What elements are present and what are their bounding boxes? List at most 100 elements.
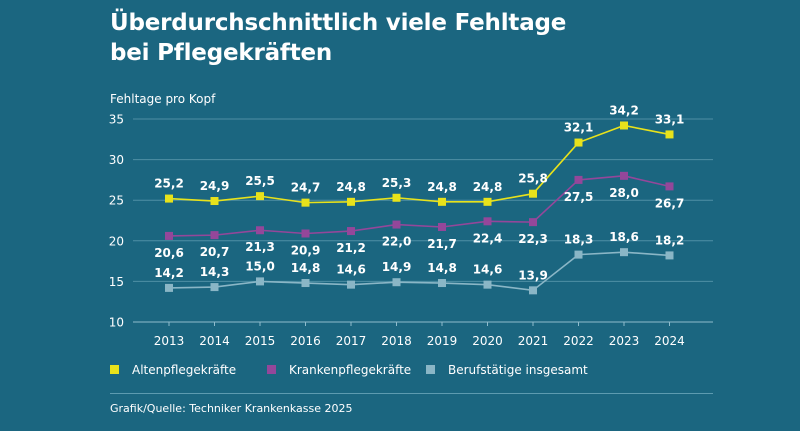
data-point [438, 222, 446, 231]
data-point [347, 197, 355, 206]
legend-swatch [426, 365, 435, 374]
data-point [620, 248, 628, 257]
data-label: 20,9 [291, 243, 321, 257]
data-point [256, 277, 264, 286]
data-label: 18,3 [564, 233, 594, 247]
y-tick-label: 30 [109, 153, 124, 167]
x-tick-label: 2023 [609, 334, 640, 348]
x-tick-label: 2014 [199, 334, 230, 348]
data-point [256, 192, 264, 201]
data-label: 15,0 [245, 259, 275, 273]
data-point [165, 194, 173, 203]
data-label: 20,7 [200, 245, 230, 259]
data-label: 13,9 [518, 268, 548, 282]
data-point [210, 231, 219, 240]
data-point [210, 197, 219, 206]
chart-title-line-2: bei Pflegekräften [110, 40, 333, 66]
data-label: 22,4 [473, 231, 503, 245]
data-point [392, 278, 401, 287]
source-note: Grafik/Quelle: Techniker Krankenkasse 20… [110, 402, 353, 415]
series-line-2 [168, 251, 670, 292]
data-point [483, 280, 492, 289]
data-label: 26,7 [655, 196, 685, 210]
data-label: 25,3 [382, 176, 412, 190]
x-tick-label: 2016 [290, 334, 321, 348]
legend-label: Berufstätige insgesamt [448, 363, 588, 377]
data-label: 22,3 [518, 232, 548, 246]
x-tick-label: 2022 [563, 334, 594, 348]
data-label: 22,0 [382, 235, 412, 249]
data-label: 33,1 [655, 112, 685, 126]
data-label: 34,2 [609, 103, 639, 117]
x-tick-label: 2019 [427, 334, 458, 348]
data-label: 18,6 [609, 230, 639, 244]
data-label: 24,8 [427, 180, 457, 194]
data-label: 20,6 [154, 246, 184, 260]
data-label: 14,6 [473, 263, 503, 277]
legend-swatch [110, 365, 119, 374]
data-point [392, 220, 401, 229]
data-label: 21,3 [245, 240, 275, 254]
data-label: 14,8 [427, 261, 457, 275]
y-tick-label: 10 [109, 316, 124, 330]
data-point [438, 197, 446, 206]
data-point [256, 226, 264, 235]
series-line-0 [168, 124, 670, 204]
data-label: 14,8 [291, 261, 321, 275]
data-label: 24,8 [336, 180, 366, 194]
x-tick-label: 2017 [336, 334, 367, 348]
data-point [483, 197, 492, 206]
legend-label: Krankenpflegekräfte [289, 363, 411, 377]
data-point [665, 251, 674, 260]
data-point [529, 189, 537, 198]
x-tick-label: 2015 [245, 334, 276, 348]
data-point [574, 250, 583, 259]
legend-label: Altenpflegekräfte [132, 363, 236, 377]
data-point [438, 279, 446, 288]
data-label: 14,9 [382, 260, 412, 274]
data-point [620, 121, 628, 130]
legend-swatch [267, 365, 276, 374]
data-label: 18,2 [655, 233, 685, 247]
chart-title: Überdurchschnittlich viele Fehltage bei … [110, 8, 566, 68]
series-line-1 [168, 175, 670, 237]
data-label: 14,2 [154, 266, 184, 280]
data-point [301, 279, 310, 288]
x-tick-label: 2024 [654, 334, 685, 348]
data-label: 14,3 [200, 265, 230, 279]
data-label: 21,2 [336, 241, 366, 255]
data-point [392, 193, 401, 202]
data-point [347, 280, 355, 289]
y-tick-label: 35 [109, 113, 124, 127]
data-point [483, 217, 492, 226]
data-label: 25,5 [245, 174, 275, 188]
data-label: 32,1 [564, 121, 594, 135]
data-point [665, 182, 674, 191]
chart-title-line-1: Überdurchschnittlich viele Fehltage [110, 10, 567, 36]
data-point [347, 227, 355, 236]
data-label: 24,9 [200, 179, 230, 193]
data-point [210, 283, 219, 292]
x-tick-label: 2018 [381, 334, 412, 348]
y-tick-label: 20 [109, 234, 124, 248]
data-point [165, 231, 173, 240]
data-label: 24,8 [473, 180, 503, 194]
data-label: 14,6 [336, 263, 366, 277]
data-label: 28,0 [609, 186, 639, 200]
footer-divider [110, 393, 713, 394]
data-point [529, 286, 537, 295]
data-label: 24,7 [291, 181, 321, 195]
x-tick-label: 2013 [154, 334, 185, 348]
data-point [165, 283, 173, 292]
data-point [574, 138, 583, 147]
data-label: 25,2 [154, 177, 184, 191]
data-point [574, 175, 583, 184]
data-point [665, 130, 674, 139]
y-axis-label: Fehltage pro Kopf [110, 92, 216, 106]
data-label: 27,5 [564, 190, 594, 204]
data-point [620, 171, 628, 180]
data-label: 21,7 [427, 237, 457, 251]
y-tick-label: 15 [109, 275, 124, 289]
data-point [529, 218, 537, 227]
